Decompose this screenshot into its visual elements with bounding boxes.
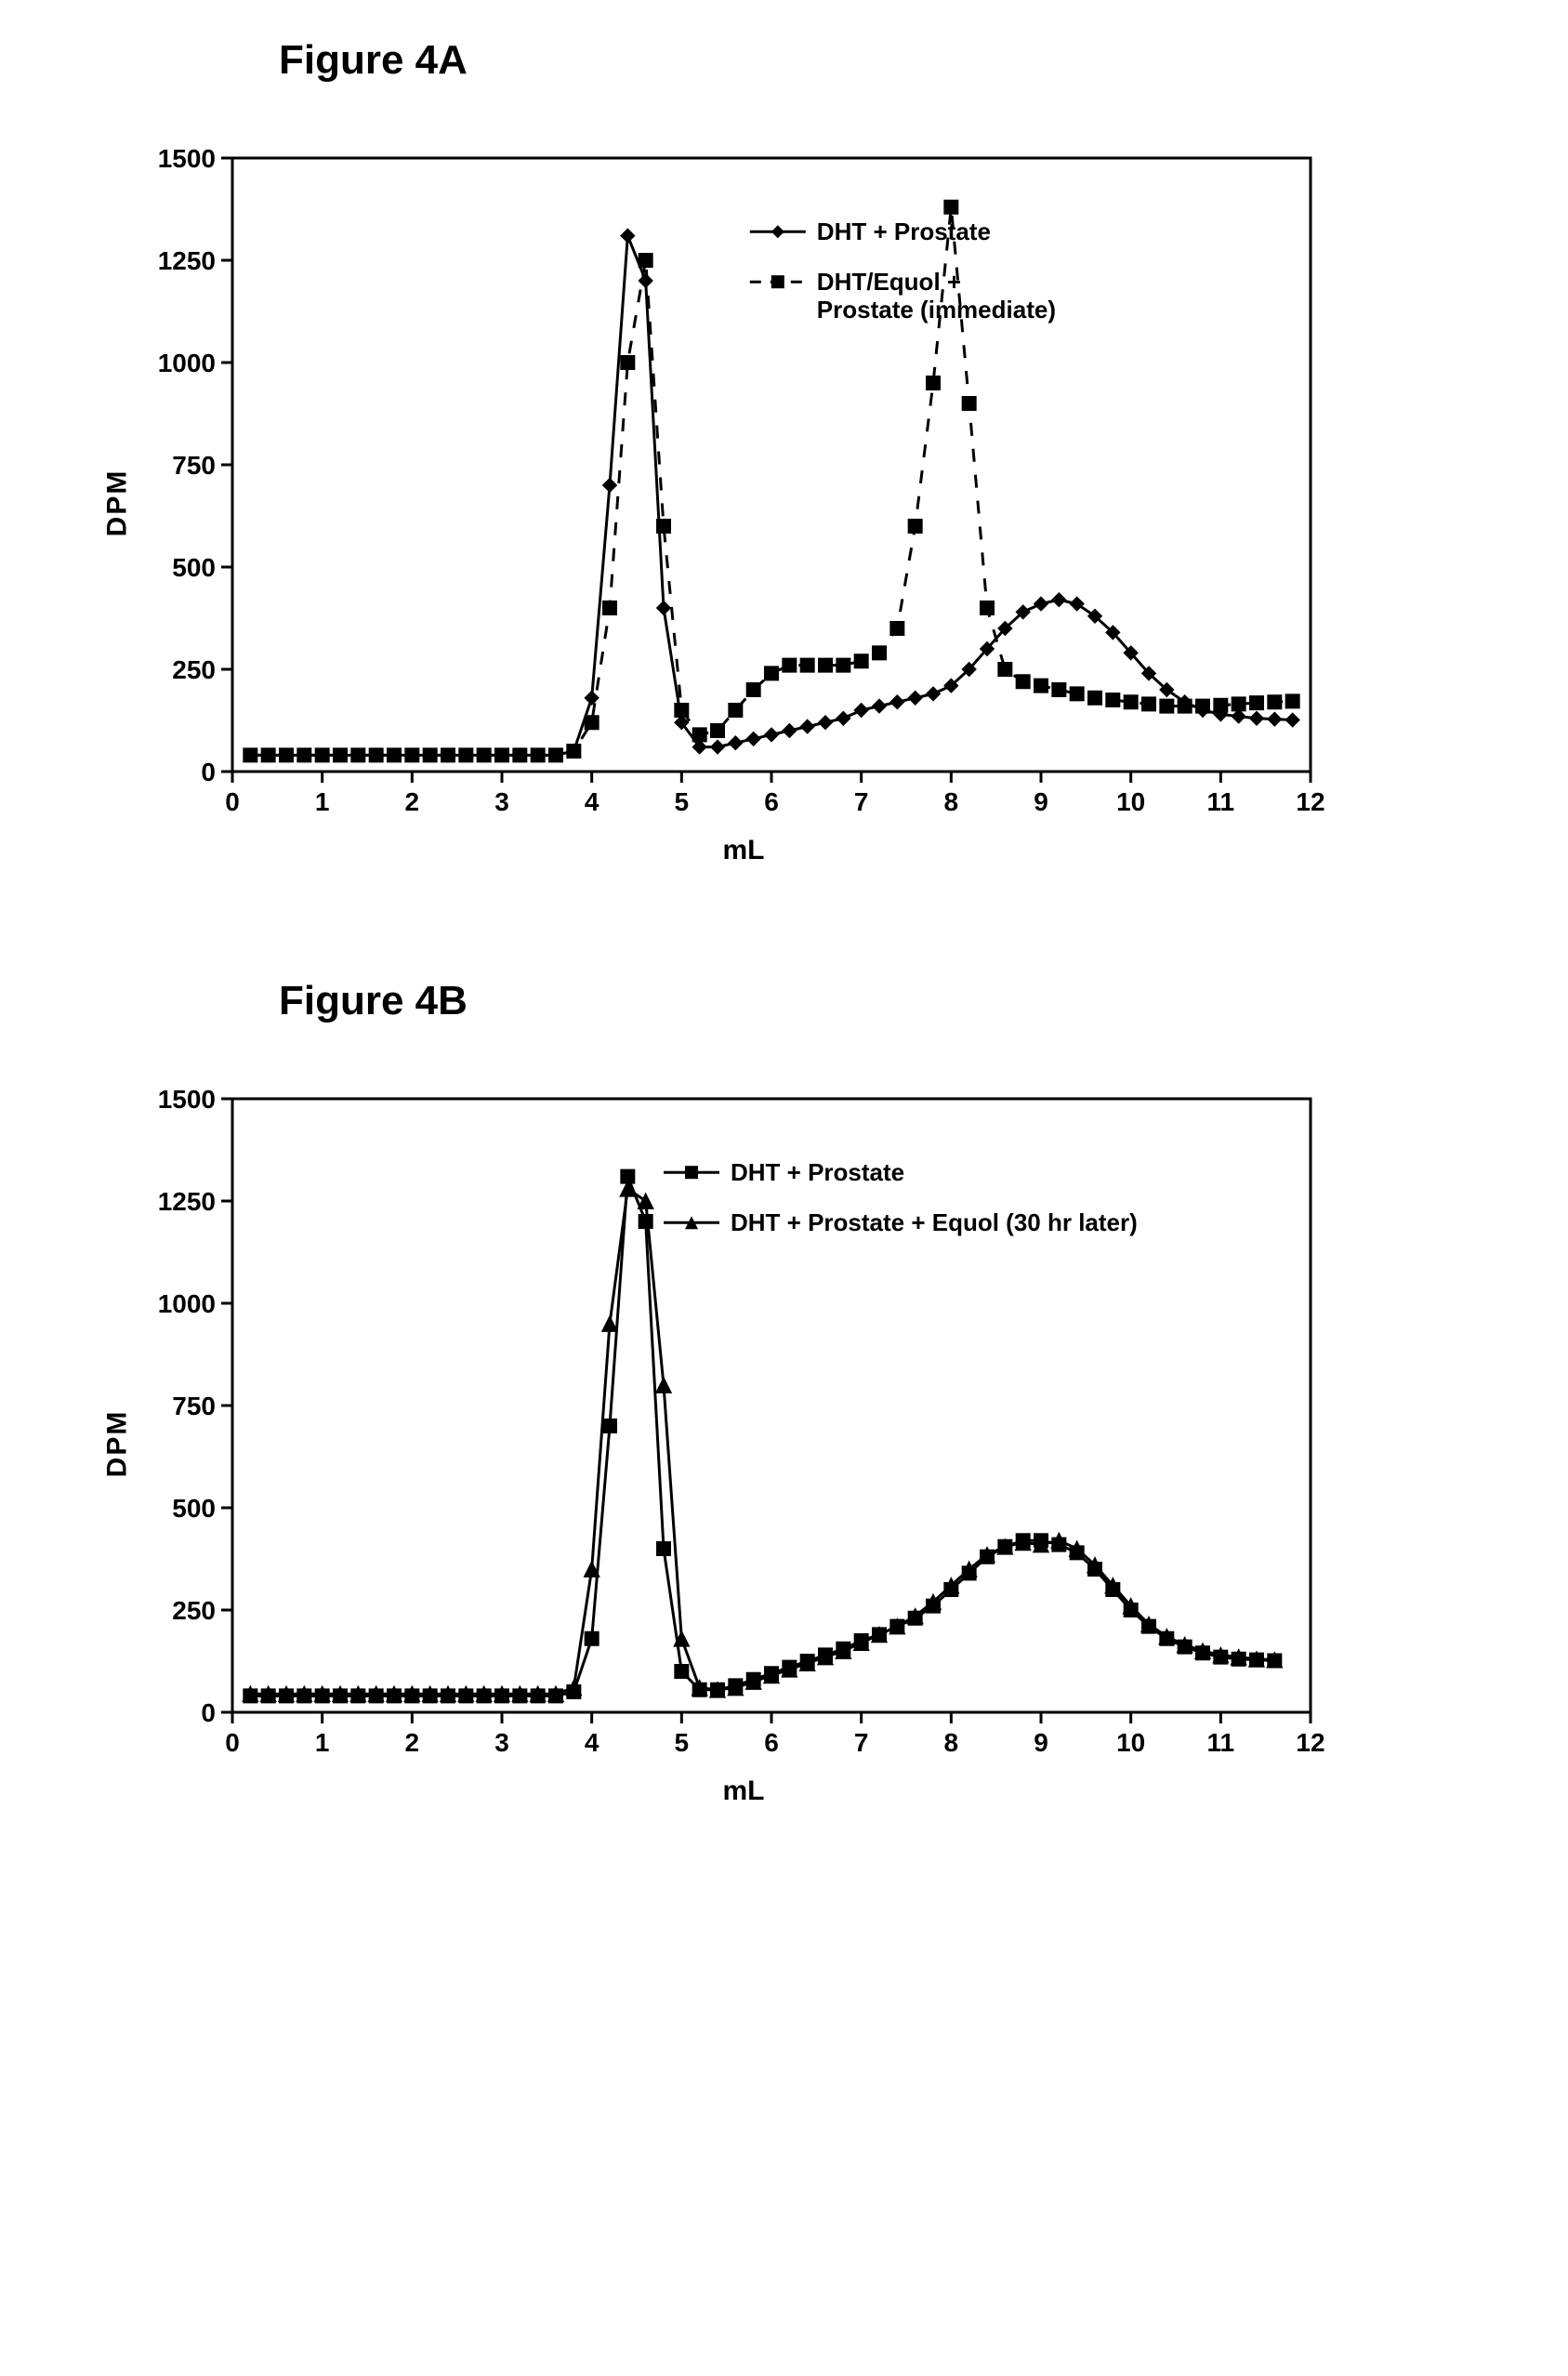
svg-text:1500: 1500 [158,1085,216,1114]
svg-text:1250: 1250 [158,246,216,275]
svg-text:0: 0 [201,1698,216,1727]
figure-4b-svg: 02505007501000125015000123456789101112DH… [149,1080,1338,1768]
svg-text:12: 12 [1296,1728,1324,1757]
svg-text:11: 11 [1207,787,1235,816]
svg-text:7: 7 [854,1728,869,1757]
svg-text:1000: 1000 [158,349,216,377]
svg-text:750: 750 [172,451,216,480]
svg-text:0: 0 [225,1728,240,1757]
svg-text:250: 250 [172,655,216,684]
figure-4b-chart: DPM 025050075010001250150001234567891011… [149,1080,1531,1807]
svg-text:DHT + Prostate: DHT + Prostate [731,1158,904,1186]
svg-text:2: 2 [405,787,420,816]
figure-4a-svg: 02505007501000125015000123456789101112DH… [149,139,1338,827]
figure-4b-xlabel: mL [149,1775,1338,1807]
svg-text:3: 3 [494,1728,509,1757]
svg-text:4: 4 [585,787,600,816]
svg-text:1: 1 [315,1728,330,1757]
svg-text:DHT + Prostate: DHT + Prostate [817,218,991,245]
svg-text:1250: 1250 [158,1187,216,1216]
figure-4b-title: Figure 4B [279,978,1531,1024]
svg-text:6: 6 [764,787,779,816]
svg-text:0: 0 [201,758,216,786]
figure-4a-ylabel: DPM [101,469,133,537]
svg-text:10: 10 [1116,1728,1145,1757]
svg-text:11: 11 [1207,1728,1235,1757]
figure-4b-block: Figure 4B DPM 02505007501000125015000123… [37,978,1531,1807]
svg-text:12: 12 [1296,787,1324,816]
svg-text:8: 8 [944,787,959,816]
svg-text:500: 500 [172,553,216,582]
svg-text:3: 3 [494,787,509,816]
svg-text:250: 250 [172,1596,216,1625]
svg-text:0: 0 [225,787,240,816]
figure-4a-xlabel: mL [149,835,1338,866]
svg-text:5: 5 [675,787,690,816]
svg-text:9: 9 [1034,1728,1048,1757]
svg-text:750: 750 [172,1392,216,1420]
svg-text:1000: 1000 [158,1289,216,1318]
svg-text:6: 6 [764,1728,779,1757]
figure-4a-title: Figure 4A [279,37,1531,84]
svg-text:7: 7 [854,787,869,816]
svg-text:4: 4 [585,1728,600,1757]
svg-text:DHT + Prostate + Equol (30 hr: DHT + Prostate + Equol (30 hr later) [731,1208,1138,1236]
figure-4a-block: Figure 4A DPM 02505007501000125015000123… [37,37,1531,866]
svg-text:1500: 1500 [158,144,216,173]
svg-text:1: 1 [315,787,330,816]
svg-text:2: 2 [405,1728,420,1757]
svg-text:10: 10 [1116,787,1145,816]
figure-4b-ylabel: DPM [101,1410,133,1478]
svg-text:Prostate (immediate): Prostate (immediate) [817,296,1056,323]
svg-text:8: 8 [944,1728,959,1757]
figure-4a-chart: DPM 025050075010001250150001234567891011… [149,139,1531,866]
svg-text:DHT/Equol +: DHT/Equol + [817,268,961,296]
svg-text:500: 500 [172,1494,216,1523]
svg-text:5: 5 [675,1728,690,1757]
svg-text:9: 9 [1034,787,1048,816]
